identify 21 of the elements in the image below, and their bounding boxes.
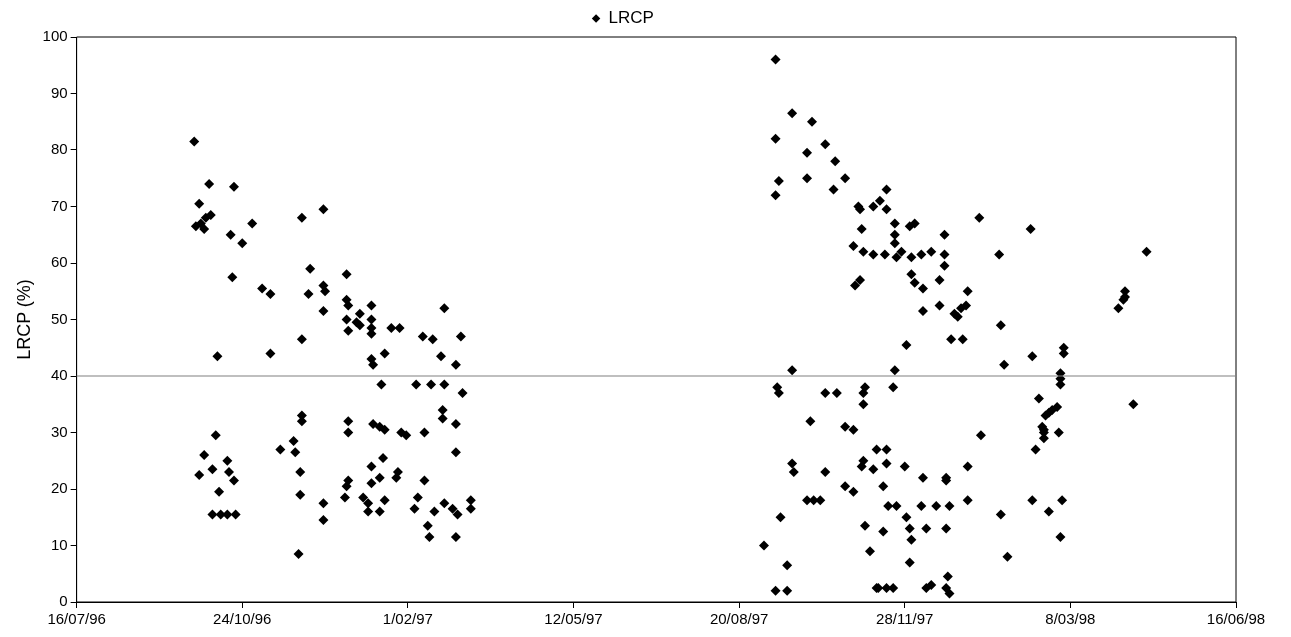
y-tick-label: 100 — [42, 27, 68, 45]
x-tick-label: 24/10/96 — [213, 610, 272, 628]
x-tick-label: 16/07/96 — [47, 610, 106, 628]
y-tick-label: 40 — [50, 366, 68, 384]
x-tick-label: 12/05/97 — [544, 610, 603, 628]
y-tick-label: 80 — [50, 140, 68, 158]
x-tick-label: 28/11/97 — [876, 610, 934, 628]
x-tick-label: 16/06/98 — [1206, 610, 1266, 628]
x-tick-label: 8/03/98 — [1045, 610, 1096, 628]
y-tick-label: 70 — [50, 196, 68, 214]
y-tick-label: 30 — [50, 422, 68, 440]
x-tick-label: 20/08/97 — [709, 610, 769, 628]
y-tick-label: 10 — [50, 535, 68, 553]
y-tick-label: 20 — [50, 479, 68, 497]
x-tick-label: 1/02/97 — [382, 610, 433, 628]
y-tick-label: 90 — [50, 83, 68, 101]
y-tick-label: 60 — [50, 253, 68, 271]
legend-label: LRCP — [608, 8, 654, 28]
y-axis-title: LRCP (%) — [13, 279, 34, 360]
y-tick-label: 50 — [50, 309, 68, 327]
y-tick-label: 0 — [59, 592, 68, 610]
